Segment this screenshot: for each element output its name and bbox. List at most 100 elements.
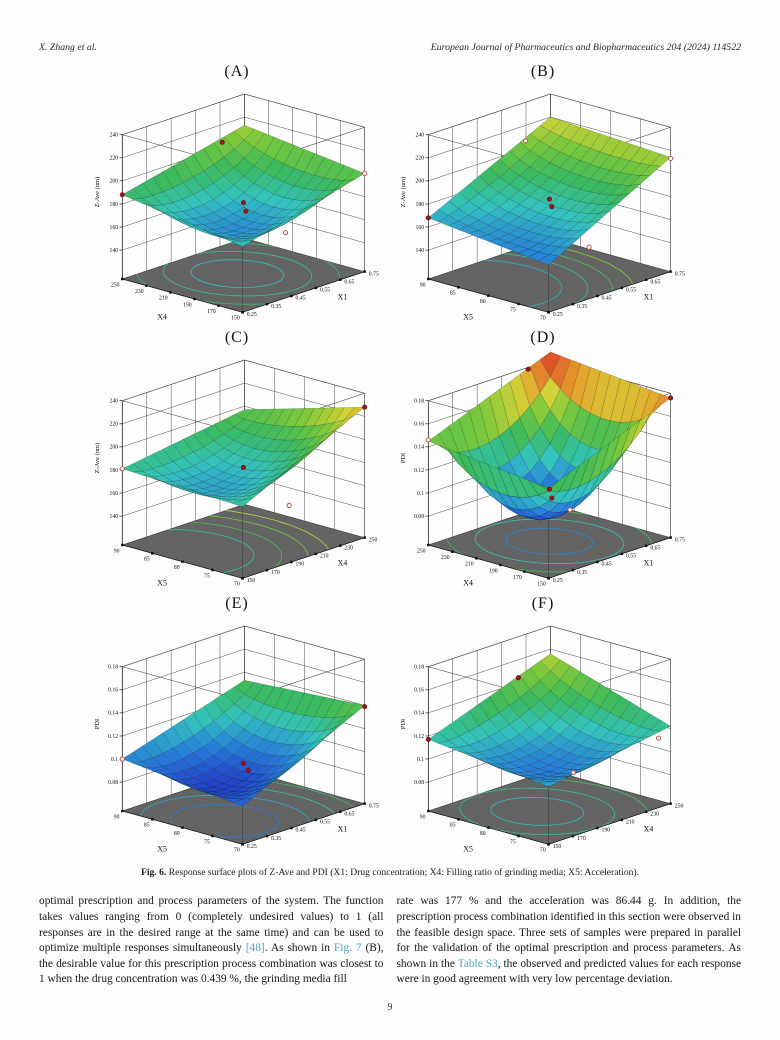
svg-text:190: 190 (296, 562, 305, 568)
svg-text:220: 220 (110, 422, 119, 428)
reference-link[interactable]: Fig. 7 (333, 942, 362, 955)
body-text-run: , the observed and predicted values for … (396, 957, 742, 986)
svg-text:0.12: 0.12 (414, 734, 424, 740)
svg-text:PDI: PDI (400, 453, 407, 463)
svg-text:210: 210 (320, 554, 329, 560)
svg-text:160: 160 (110, 225, 119, 231)
plot-e: (E) 0.08 0.1 0.12 0.14 0.16 0.18 90 85 80 75 70 0.2… (87, 595, 387, 861)
svg-text:0.25: 0.25 (247, 844, 257, 850)
svg-text:0.45: 0.45 (296, 296, 306, 302)
svg-text:X4: X4 (338, 558, 348, 567)
svg-text:200: 200 (110, 179, 119, 185)
svg-text:0.35: 0.35 (577, 570, 587, 576)
svg-text:0.75: 0.75 (369, 271, 379, 277)
caption-text: Response surface plots of Z-Ave and PDI … (166, 867, 640, 878)
running-header: X. Zhang et al. European Journal of Phar… (39, 0, 741, 53)
reference-link[interactable]: [48] (245, 942, 265, 955)
svg-text:0.55: 0.55 (626, 554, 636, 560)
body-text-run: (B), the desirable value for this prescr… (39, 942, 384, 986)
svg-text:150: 150 (231, 316, 240, 322)
svg-text:70: 70 (540, 316, 546, 322)
svg-text:210: 210 (159, 296, 168, 302)
plot-b-canvas: 140 160 180 200 220 240 90 85 80 75 70 0.25 0.35 0.45… (393, 81, 693, 329)
svg-text:230: 230 (135, 289, 144, 295)
svg-text:Z-Ave (nm): Z-Ave (nm) (94, 177, 101, 208)
text-column-left: optimal prescription and process paramet… (39, 894, 384, 988)
plot-a: (A) 140 160 180 200 220 240 250 230 210 190 170 150… (87, 63, 387, 329)
svg-text:230: 230 (441, 555, 450, 561)
svg-text:0.45: 0.45 (296, 828, 306, 834)
svg-text:75: 75 (204, 839, 210, 845)
svg-text:X4: X4 (463, 579, 473, 588)
plot-d-canvas: 0.08 0.1 0.12 0.14 0.16 0.18 250 230 210 190 170 15… (393, 347, 693, 595)
svg-text:0.75: 0.75 (675, 271, 685, 277)
svg-text:240: 240 (110, 133, 119, 139)
svg-text:0.75: 0.75 (369, 803, 379, 809)
svg-text:85: 85 (450, 291, 456, 297)
svg-text:180: 180 (110, 468, 119, 474)
svg-text:0.45: 0.45 (602, 296, 612, 302)
svg-text:240: 240 (110, 399, 119, 405)
svg-text:150: 150 (553, 844, 562, 850)
caption-label: Fig. 6. (140, 867, 167, 878)
svg-text:0.55: 0.55 (320, 288, 330, 294)
running-author: X. Zhang et al. (39, 42, 97, 53)
svg-text:0.14: 0.14 (414, 445, 424, 451)
plot-a-canvas: 140 160 180 200 220 240 250 230 210 190 170 150 0.25… (87, 81, 387, 329)
plot-e-title: (E) (225, 595, 249, 612)
svg-text:230: 230 (650, 811, 659, 817)
svg-text:PDI: PDI (400, 719, 407, 729)
svg-text:X5: X5 (157, 579, 167, 588)
svg-text:X1: X1 (644, 292, 654, 301)
svg-text:0.65: 0.65 (650, 545, 660, 551)
svg-text:250: 250 (369, 537, 378, 543)
svg-text:250: 250 (111, 282, 120, 288)
running-journal: European Journal of Pharmaceutics and Bi… (430, 42, 741, 53)
svg-text:0.35: 0.35 (271, 304, 281, 310)
svg-text:160: 160 (110, 491, 119, 497)
svg-text:X1: X1 (338, 824, 348, 833)
svg-text:0.65: 0.65 (344, 811, 354, 817)
body-text: optimal prescription and process paramet… (39, 894, 741, 988)
svg-text:0.55: 0.55 (626, 288, 636, 294)
plot-c-title: (C) (224, 329, 250, 346)
svg-text:170: 170 (577, 836, 586, 842)
svg-text:0.25: 0.25 (553, 578, 563, 584)
svg-text:0.1: 0.1 (111, 757, 118, 763)
svg-text:250: 250 (675, 803, 684, 809)
svg-text:0.1: 0.1 (417, 757, 424, 763)
svg-text:0.75: 0.75 (675, 537, 685, 543)
svg-text:X5: X5 (463, 313, 473, 322)
reference-link[interactable]: Table S3 (457, 957, 498, 970)
svg-text:Z-Ave (nm): Z-Ave (nm) (94, 443, 101, 474)
svg-text:X5: X5 (157, 845, 167, 854)
svg-text:0.08: 0.08 (414, 780, 424, 786)
svg-text:80: 80 (174, 565, 180, 571)
svg-text:X4: X4 (644, 824, 654, 833)
svg-text:X1: X1 (338, 292, 348, 301)
svg-text:210: 210 (626, 820, 635, 826)
svg-text:170: 170 (271, 570, 280, 576)
svg-text:90: 90 (114, 548, 120, 554)
figure-6-grid: (A) 140 160 180 200 220 240 250 230 210 190 170 150… (39, 63, 741, 861)
svg-text:250: 250 (417, 548, 426, 554)
svg-text:90: 90 (420, 814, 426, 820)
plot-e-canvas: 0.08 0.1 0.12 0.14 0.16 0.18 90 85 80 75 70 0.25 0.3… (87, 613, 387, 861)
svg-text:220: 220 (416, 156, 425, 162)
svg-text:X1: X1 (644, 558, 654, 567)
svg-text:0.12: 0.12 (108, 734, 118, 740)
svg-text:210: 210 (465, 562, 474, 568)
svg-text:180: 180 (416, 202, 425, 208)
svg-text:0.18: 0.18 (414, 665, 424, 671)
svg-text:0.16: 0.16 (414, 688, 424, 694)
svg-text:180: 180 (110, 202, 119, 208)
plot-f-title: (F) (531, 595, 555, 612)
svg-text:75: 75 (510, 307, 516, 313)
svg-text:160: 160 (416, 225, 425, 231)
plot-f: (F) 0.08 0.1 0.12 0.14 0.16 0.18 90 85 80 75 70 150… (393, 595, 693, 861)
plot-d: (D) 0.08 0.1 0.12 0.14 0.16 0.18 250 230 210 190 1… (393, 329, 693, 595)
svg-text:0.16: 0.16 (108, 688, 118, 694)
svg-text:220: 220 (110, 156, 119, 162)
svg-text:75: 75 (204, 573, 210, 579)
svg-text:90: 90 (420, 282, 426, 288)
